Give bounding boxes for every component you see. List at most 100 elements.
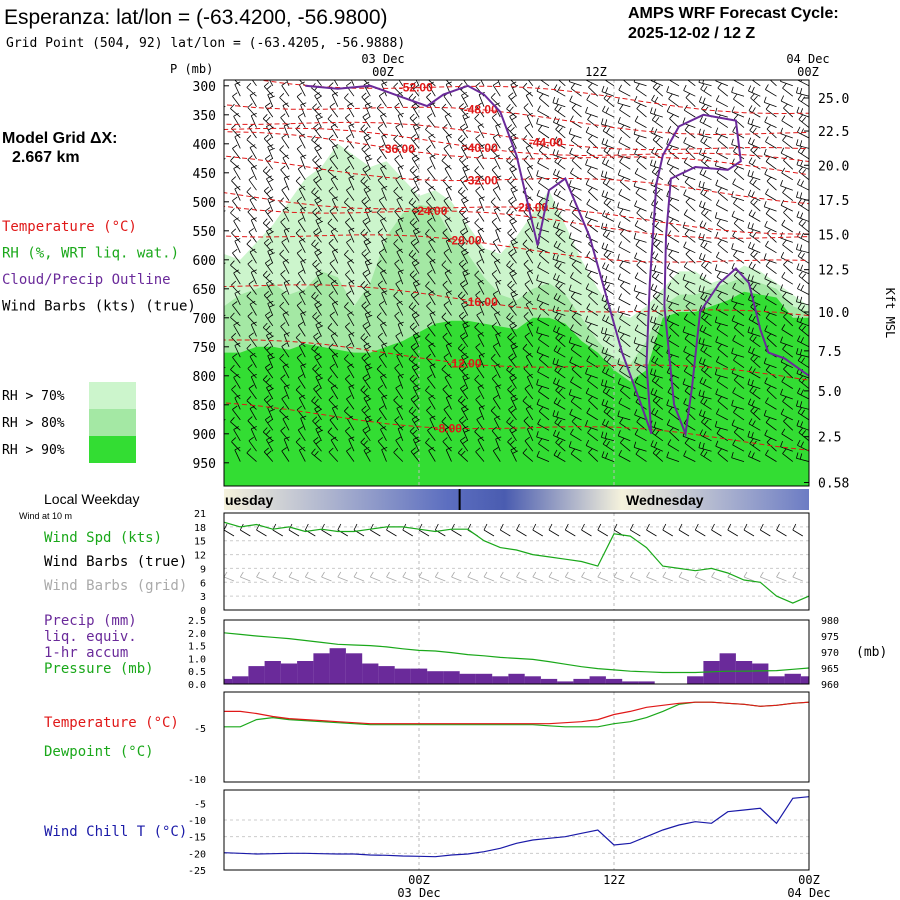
rh-label-0: RH > 70%: [2, 389, 65, 404]
height-tick-label: 12.5: [818, 264, 849, 279]
precip-bar: [752, 663, 769, 684]
wind-label-1: Wind Barbs (true): [44, 554, 187, 570]
precip-bar: [687, 676, 704, 684]
rh-swatch-1: [89, 409, 136, 436]
chill-tick-label: -25: [188, 866, 206, 877]
temp-contour-line: [224, 402, 809, 451]
precip-bar: [475, 673, 493, 684]
height-axis-title: Kft MSL: [883, 288, 897, 339]
precip-bar: [410, 668, 428, 684]
p3-plot-area: [224, 701, 809, 728]
rh-swatch-0: [89, 382, 136, 409]
p1-plot-area: [224, 521, 809, 604]
temp-contour-line: [224, 230, 809, 263]
precip-bar: [768, 676, 785, 684]
temp-contour-label: -28.00: [514, 200, 548, 214]
bottom-date-label: 03 Dec: [397, 886, 440, 900]
cross-section-legend: Temperature (°C) RH (%, WRT liq. wat.) Clo…: [2, 219, 196, 315]
precip-bar: [573, 678, 590, 684]
p3-background: [224, 692, 809, 782]
precip-tick-label: 0.5: [188, 667, 206, 678]
weekday-label: Local Weekday: [44, 491, 139, 507]
precip-bar: [297, 661, 314, 684]
precip-bar: [232, 676, 249, 684]
temp-contour-line: [224, 127, 809, 162]
precip-bar: [378, 666, 395, 684]
precip-bar: [248, 666, 265, 684]
wind-tick-label: 0: [200, 606, 206, 617]
p4-background: [224, 790, 809, 870]
pressure-line: [224, 632, 809, 674]
p1-frame: [223, 512, 810, 611]
temp-label-0: Temperature (°C): [44, 715, 179, 731]
height-tick-label: 7.5: [818, 345, 841, 360]
pressure-tick-label: 550: [193, 225, 216, 240]
wind-tick-label: 15: [194, 537, 206, 548]
pressure-tick-label: 750: [193, 341, 216, 356]
legend-item-0: Temperature (°C): [2, 219, 137, 235]
wind-chill-line: [224, 796, 809, 858]
pressure-tick-label: 800: [193, 370, 216, 385]
precip-bar: [508, 673, 525, 684]
height-tick-label: 17.5: [818, 194, 849, 209]
pressure-tick-label: 300: [193, 80, 216, 95]
bottom-date-label: 04 Dec: [787, 886, 830, 900]
pressure-axis-title: P (mb): [170, 62, 213, 76]
p1-background: [224, 513, 809, 610]
precip-bar: [492, 676, 509, 684]
pressure-tick-label: 350: [193, 109, 216, 124]
grid-spacing-value: 2.667 km: [12, 149, 80, 166]
precip-bar: [638, 681, 655, 684]
precip-bar: [589, 676, 606, 684]
grid-spacing-label: Model Grid ΔX:: [2, 130, 118, 147]
pressure-axis: 300 350 400 450 500 550 600 650 700 750 800 850 900 9…: [193, 80, 229, 472]
weekday-1: uesday: [225, 492, 273, 508]
height-tick-label: 2.5: [818, 431, 841, 446]
pressure-tick-label: 970: [821, 648, 839, 659]
wind-tick-label: 12: [194, 551, 206, 562]
top-date-1: 03 Dec: [361, 52, 404, 66]
precip-label-2: 1-hr accum: [44, 645, 128, 661]
precip-bar: [362, 663, 379, 684]
cloud-outline: [305, 84, 809, 438]
precip-label-1: liq. equiv.: [44, 629, 137, 645]
chill-tick-label: -10: [188, 816, 206, 827]
p4-frame: [223, 789, 810, 871]
temp-contour-line: [224, 339, 809, 381]
wind-height-label: Wind at 10 m: [19, 511, 72, 521]
temp-contour-label: -12.00: [447, 357, 481, 371]
temp-contour-line: [255, 80, 809, 115]
grid-point-label: Grid Point (504, 92) lat/lon = (-63.4205…: [6, 36, 405, 51]
p3-frame: [223, 691, 810, 783]
temp-contour-line: [224, 192, 809, 235]
precip-bar: [622, 681, 639, 684]
temp-contour-label: -48.00: [464, 103, 498, 117]
temp-contour-label: -44.00: [529, 135, 563, 149]
precip-tick-label: 2.0: [188, 629, 206, 640]
rh-shading: [224, 80, 809, 486]
panel-labels: Wind Spd (kts) Wind Barbs (true) Wind Barb…: [44, 530, 887, 840]
precip-bar: [719, 653, 736, 684]
wind-tick-label: 3: [200, 592, 206, 603]
temp-contour-line: [224, 202, 809, 239]
wind-barbs-grid: [224, 571, 809, 582]
precip-bar: [524, 676, 541, 684]
chill-tick-label: -5: [194, 799, 206, 810]
precip-bar: [427, 671, 444, 684]
wind-label-2: Wind Barbs (grid): [44, 578, 187, 594]
pressure-tick-label: 650: [193, 283, 216, 298]
pressure-tick-label: 965: [821, 664, 839, 675]
height-tick-label: 0.58: [818, 477, 849, 492]
precip-bar: [735, 661, 753, 684]
pressure-tick-label: 960: [821, 680, 839, 691]
wind-chill-panel: -5 -10 -15 -20 -25: [188, 789, 810, 877]
precip-bar: [540, 678, 558, 684]
precip-bar: [264, 661, 281, 684]
height-tick-label: 22.5: [818, 125, 849, 140]
precip-bar: [313, 653, 330, 684]
temp-tick-label: -5: [194, 724, 206, 735]
temperature-line: [224, 701, 809, 725]
precip-bar: [443, 671, 460, 684]
cycle-label: AMPS WRF Forecast Cycle:: [628, 5, 839, 22]
